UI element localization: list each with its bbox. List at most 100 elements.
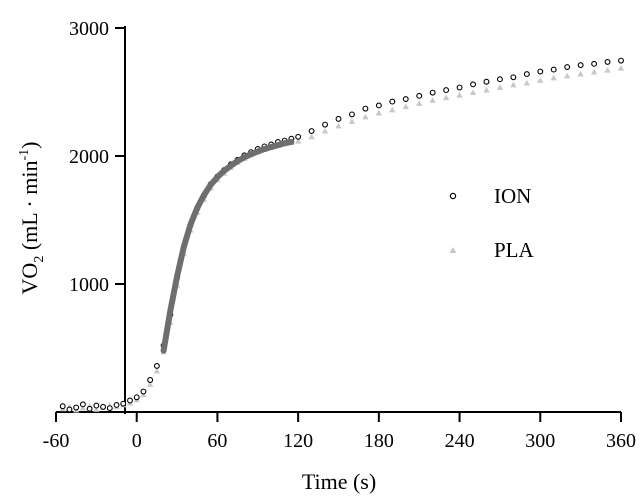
data-point-ion: [591, 60, 598, 67]
data-point-pla: [537, 77, 544, 83]
data-point-ion: [153, 362, 160, 369]
legend-label-ion: ION: [494, 184, 531, 208]
x-tick-label: 60: [207, 430, 227, 452]
data-point-pla: [442, 94, 450, 101]
legend-label-pla: PLA: [494, 238, 535, 262]
data-point-ion: [577, 62, 584, 69]
data-point-ion: [389, 98, 396, 105]
data-point-ion: [537, 68, 544, 75]
x-tick-label: 0: [132, 430, 142, 452]
data-point-ion: [564, 64, 571, 70]
data-point-ion: [295, 133, 302, 140]
x-tick-label: 300: [525, 430, 555, 452]
legend: ION PLA: [449, 184, 535, 262]
data-point-ion: [496, 76, 503, 83]
data-point-pla: [456, 92, 463, 98]
y-axis-title-superscript: -1: [17, 149, 32, 161]
series-ion: [59, 57, 624, 413]
data-point-ion: [402, 96, 409, 102]
y-tick-label: 2000: [69, 146, 109, 168]
data-point-pla: [550, 74, 557, 81]
data-point-ion: [59, 403, 66, 410]
data-point-ion: [510, 74, 517, 81]
x-axis: -60 0 60 120 180 240 300 360: [43, 411, 636, 452]
data-point-ion: [375, 102, 382, 109]
data-point-ion: [140, 388, 147, 395]
data-point-ion: [86, 405, 93, 412]
data-point-pla: [348, 118, 356, 124]
data-point-pla: [577, 70, 584, 77]
data-point-pla: [308, 133, 315, 140]
x-tick-label: 180: [364, 430, 394, 452]
data-point-ion: [106, 405, 113, 412]
data-point-pla: [362, 113, 369, 120]
data-point-pla: [321, 127, 329, 134]
data-point-pla: [153, 367, 161, 374]
data-point-ion: [79, 401, 86, 408]
data-point-pla: [590, 68, 598, 75]
data-point-pla: [93, 406, 100, 412]
data-point-pla: [496, 84, 504, 90]
data-point-pla: [146, 381, 154, 387]
legend-marker-pla: [449, 247, 457, 253]
data-point-ion: [147, 377, 154, 383]
data-point-ion: [127, 397, 133, 404]
data-point-ion: [470, 81, 476, 88]
data-point-ion: [362, 105, 369, 112]
data-point-pla: [523, 79, 531, 86]
data-point-pla: [335, 122, 342, 129]
series-pla: [59, 65, 625, 413]
x-tick-label: 120: [283, 430, 313, 452]
x-tick-label: -60: [43, 430, 70, 452]
data-point-pla: [604, 67, 611, 73]
data-point-pla: [375, 109, 383, 116]
data-point-ion: [523, 71, 530, 78]
fit-curve: [160, 138, 295, 354]
legend-item-pla: PLA: [449, 238, 535, 262]
data-point-ion: [133, 394, 140, 401]
y-axis-title-subscript: 2: [32, 256, 47, 263]
data-point-pla: [563, 72, 571, 79]
y-tick-label: 3000: [69, 18, 109, 40]
data-point-pla: [294, 138, 302, 144]
data-point-ion: [308, 128, 315, 134]
y-axis-title: VO2 (mL · min-1): [17, 142, 47, 295]
data-point-ion: [443, 87, 450, 94]
data-point-pla: [469, 89, 477, 96]
data-point-ion: [66, 406, 73, 413]
x-axis-title: Time (s): [302, 469, 376, 494]
y-axis-title-base: VO: [17, 263, 42, 295]
data-point-ion: [113, 402, 120, 408]
data-point-ion: [550, 66, 557, 73]
data-point-ion: [100, 403, 107, 410]
data-point-pla: [617, 65, 625, 71]
data-point-ion: [322, 121, 328, 128]
data-point-ion: [120, 400, 127, 407]
data-point-ion: [483, 78, 490, 85]
data-point-ion: [416, 92, 423, 99]
data-point-pla: [429, 97, 436, 103]
y-axis-title-close: ): [17, 142, 42, 149]
data-point-pla: [510, 81, 517, 88]
data-point-ion: [73, 404, 80, 411]
y-axis: 1000 2000 3000: [69, 18, 126, 414]
data-point-pla: [389, 106, 396, 113]
legend-marker-ion: [449, 192, 457, 200]
data-point-pla: [483, 86, 490, 93]
data-point-ion: [604, 58, 611, 65]
data-point-ion: [335, 115, 342, 122]
data-point-ion: [349, 111, 355, 118]
x-tick-label: 240: [445, 430, 475, 452]
data-point-ion: [93, 402, 100, 409]
y-tick-label: 1000: [69, 274, 109, 296]
data-point-pla: [402, 103, 409, 110]
y-axis-title-units: (mL · min: [17, 161, 42, 256]
data-point-ion: [429, 89, 436, 96]
legend-item-ion: ION: [449, 184, 531, 208]
data-point-pla: [416, 100, 423, 106]
data-point-pla: [79, 404, 87, 411]
data-point-ion: [456, 84, 463, 91]
data-point-ion: [618, 57, 624, 64]
x-tick-label: 360: [606, 430, 636, 452]
